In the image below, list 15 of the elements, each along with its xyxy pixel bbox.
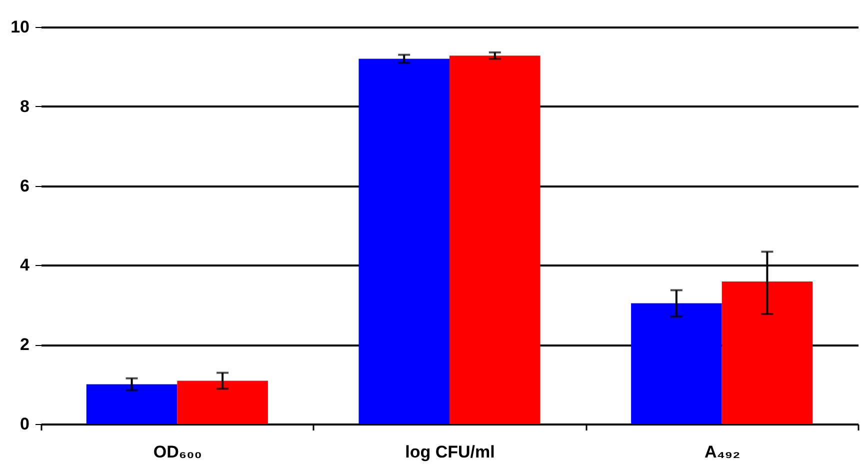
bar [177,380,268,424]
bar [722,281,813,424]
bar [631,303,722,424]
bar [86,384,178,424]
y-tick-label: 6 [20,176,30,196]
y-tick-label: 4 [20,256,30,275]
bar [358,58,450,424]
y-tick-label: 8 [20,96,30,116]
x-tick-label: log CFU/ml [405,442,495,462]
y-tick-label: 0 [20,414,30,434]
y-tick-label: 10 [10,18,30,36]
bar [450,56,540,424]
y-tick-label: 2 [20,335,30,354]
x-tick-label: OD₆₀₀ [153,442,202,462]
x-tick-label: A₄₉₂ [704,442,740,462]
